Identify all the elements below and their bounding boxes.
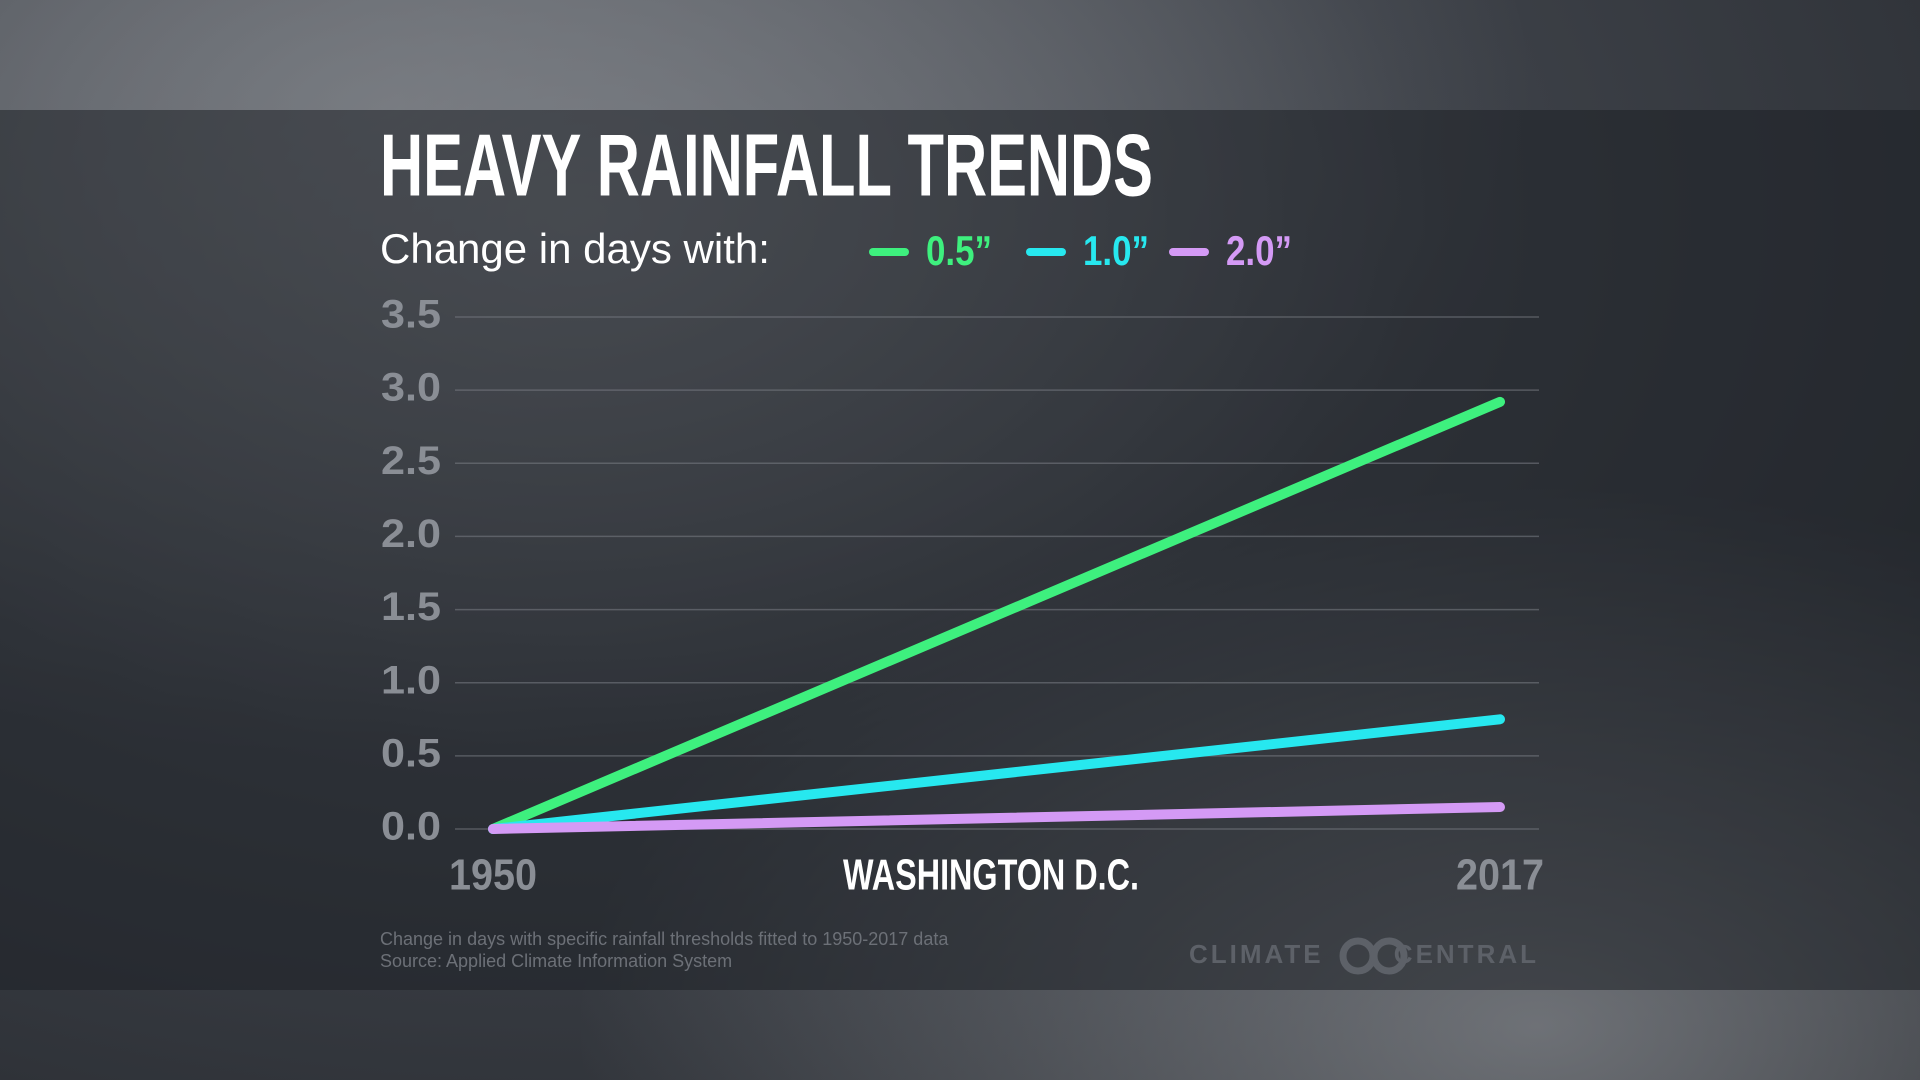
y-tick-label: 2.5 (381, 439, 441, 483)
y-tick-label: 3.0 (381, 366, 441, 410)
panel (0, 110, 1920, 990)
series-line (488, 714, 1505, 834)
series-line (488, 396, 1505, 834)
subtitle: Change in days with: (380, 225, 770, 272)
footnote: Source: Applied Climate Information Syst… (380, 951, 732, 971)
logo-mark (1339, 937, 1408, 975)
legend-label: 0.5” (926, 227, 992, 274)
y-tick-label: 1.0 (381, 658, 441, 702)
y-tick-label: 1.5 (381, 585, 441, 629)
chart-title: HEAVY RAINFALL TRENDS (380, 115, 1153, 214)
legend-label: 1.0” (1083, 227, 1149, 274)
x-tick-label: 1950 (449, 851, 537, 900)
x-axis-label: WASHINGTON D.C. (843, 851, 1139, 900)
series-line (488, 802, 1505, 834)
footnote: Change in days with specific rainfall th… (380, 929, 949, 949)
x-tick-label: 2017 (1456, 851, 1544, 900)
legend-label: 2.0” (1226, 227, 1292, 274)
y-tick-label: 0.5 (381, 731, 441, 775)
y-tick-label: 2.0 (381, 512, 441, 556)
y-tick-label: 0.0 (381, 805, 441, 849)
y-tick-label: 3.5 (381, 293, 441, 337)
